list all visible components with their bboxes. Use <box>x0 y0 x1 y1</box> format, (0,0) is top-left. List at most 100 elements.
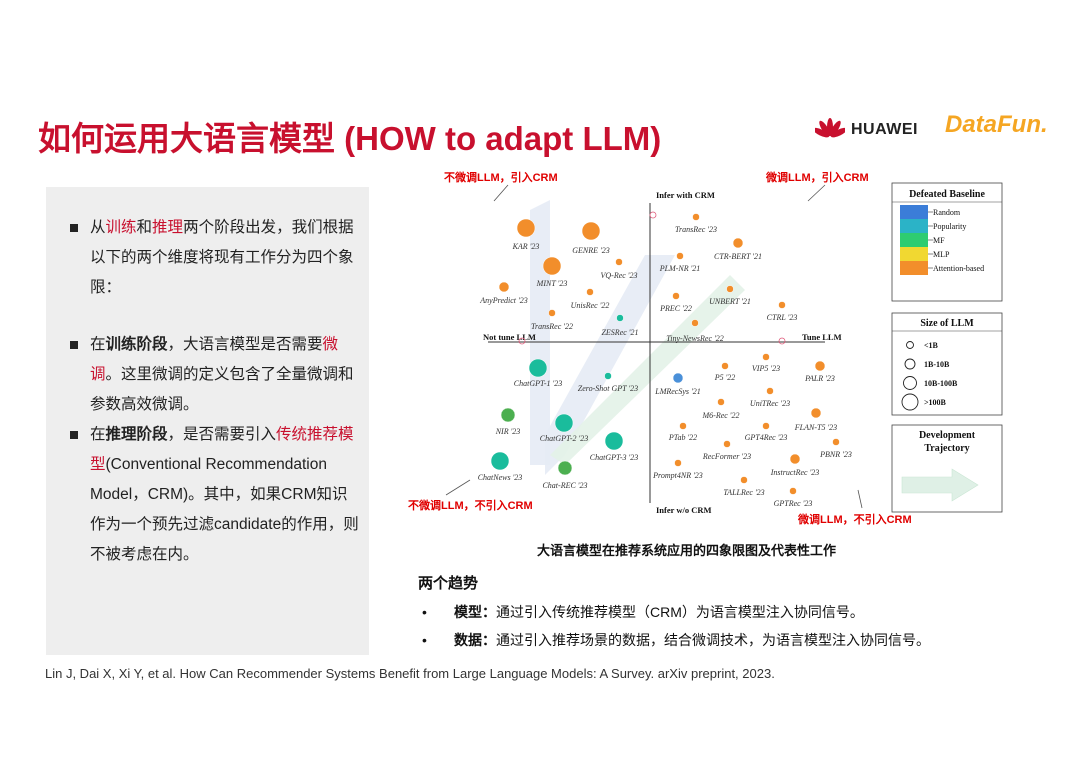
model-point <box>604 372 612 380</box>
model-point <box>557 460 573 476</box>
left-text-panel: 从训练和推理两个阶段出发，我们根据以下的两个维度将现有工作分为四个象限： 在训练… <box>46 187 369 655</box>
trajectory-arrow-up <box>545 255 675 475</box>
legend-size-label: 10B-100B <box>924 379 958 388</box>
model-label: TransRec '23 <box>675 225 717 234</box>
legend-color-swatch <box>900 205 928 219</box>
axis-label-right: Tune LLM <box>802 332 842 342</box>
bullet-icon: • <box>422 604 427 620</box>
model-point <box>762 353 770 361</box>
model-label: MINT '23 <box>536 279 568 288</box>
legend-size-label: 1B-10B <box>924 360 950 369</box>
huawei-flower-icon <box>815 118 845 138</box>
model-label: PREC '22 <box>659 304 692 313</box>
model-label: GENRE '23 <box>572 246 609 255</box>
leader-line-bl <box>445 479 471 496</box>
model-label: KAR '23 <box>512 242 540 251</box>
model-point <box>672 372 684 384</box>
model-label: ChatNews '23 <box>478 473 523 482</box>
model-label: ChatGPT-1 '23 <box>514 379 562 388</box>
model-point <box>717 398 725 406</box>
model-point <box>498 281 510 293</box>
legend-color-swatch <box>900 219 928 233</box>
legend-development-trajectory: Development Trajectory <box>891 424 1003 513</box>
model-point <box>789 487 797 495</box>
model-label: M6-Rec '22 <box>701 411 739 420</box>
p3-text-c: ，是否需要引入 <box>167 426 277 443</box>
p1-text-a: 从 <box>90 219 106 236</box>
p2-text-a: 在 <box>90 336 106 353</box>
axis-label-top: Infer with CRM <box>656 190 715 200</box>
huawei-logo-text: HUAWEI <box>851 121 918 138</box>
model-point <box>789 453 801 465</box>
paragraph-stages: 从训练和推理两个阶段出发，我们根据以下的两个维度将现有工作分为四个象限： <box>70 213 360 303</box>
quadrant-label-bottom-left: 不微调LLM，不引入CRM <box>408 498 533 512</box>
p1-text-e: 两个阶段出发，我们根据以下的两个维度将现有工作分为四个象限： <box>90 219 354 296</box>
leader-line-br <box>857 489 863 509</box>
model-label: TransRec '22 <box>531 322 573 331</box>
model-label: PLM-NR '21 <box>659 264 701 273</box>
trend-label: 数据： <box>454 632 496 648</box>
page-title: 如何运用大语言模型 (HOW to adapt LLM) <box>38 120 662 157</box>
model-label: VQ-Rec '23 <box>600 271 637 280</box>
legend-size-circle <box>904 358 916 370</box>
model-point <box>516 218 536 238</box>
model-point <box>616 314 624 322</box>
legend-baseline-label: MLP <box>933 250 950 259</box>
square-bullet-icon <box>70 224 78 232</box>
model-point <box>726 285 734 293</box>
legend-baseline-label: Popularity <box>933 222 966 231</box>
datafun-logo: DataFun. <box>945 111 1048 138</box>
model-label: AnyPredict '23 <box>479 296 527 305</box>
quadrant-diagram: Infer with CRM Infer w/o CRM Not tune LL… <box>408 170 1003 526</box>
paragraph-inference: 在推理阶段，是否需要引入传统推荐模型(Conventional Recommen… <box>70 420 360 570</box>
model-label: FLAN-T5 '23 <box>794 423 837 432</box>
model-points: KAR '23 GENRE '23 MINT '23 VQ-Rec '23 AnyPre… <box>478 213 852 508</box>
model-point <box>740 476 748 484</box>
legend-size-label: <1B <box>924 341 939 350</box>
legend-color-swatch <box>900 247 928 261</box>
citation: Lin J, Dai X, Xi Y, et al. How Can Recom… <box>45 666 775 681</box>
legend-color-swatch <box>900 233 928 247</box>
bullet-icon: • <box>422 632 427 648</box>
axis-label-bottom: Infer w/o CRM <box>656 505 712 515</box>
legend-defeated-baseline: Defeated Baseline Random Popularity MF MLP A… <box>891 182 1003 302</box>
p3-bold-inference: 推理阶段 <box>105 426 168 443</box>
trends-title: 两个趋势 <box>418 575 479 592</box>
trajectory-arrow-icon <box>901 468 979 502</box>
legend-color-swatch <box>900 261 928 275</box>
square-bullet-icon <box>70 341 78 349</box>
model-point <box>676 252 684 260</box>
model-point <box>674 459 682 467</box>
model-point <box>672 292 680 300</box>
trend-text: 通过引入推荐场景的数据，结合微调技术，为语言模型注入协同信号。 <box>496 632 930 648</box>
model-point <box>814 360 826 372</box>
model-label: P5 '22 <box>714 373 736 382</box>
leader-line-tl <box>493 184 509 202</box>
model-label: PBNR '23 <box>819 450 852 459</box>
model-point <box>500 407 516 423</box>
leader-line-tr <box>807 184 826 202</box>
model-point <box>810 407 822 419</box>
axis-marker-top <box>649 211 657 219</box>
trend-item-data: • 数据：通过引入推荐场景的数据，结合微调技术，为语言模型注入协同信号。 <box>422 630 930 650</box>
legend-trajectory-title: Development Trajectory <box>919 430 976 454</box>
model-label: UniTRec '23 <box>750 399 790 408</box>
model-point <box>490 451 510 471</box>
model-label: ChatGPT-2 '23 <box>540 434 588 443</box>
model-point <box>581 221 601 241</box>
model-point <box>721 362 729 370</box>
legend-size-label: >100B <box>924 398 947 407</box>
model-label: VIP5 '23 <box>752 364 780 373</box>
legend-baseline-label: Attention-based <box>933 264 984 273</box>
legend-size-circle <box>903 376 917 390</box>
model-point <box>586 288 594 296</box>
quadrant-label-top-right: 微调LLM，引入CRM <box>765 170 869 184</box>
model-point <box>615 258 623 266</box>
model-point <box>542 256 562 276</box>
model-point <box>604 431 624 451</box>
model-label: TALLRec '23 <box>723 488 764 497</box>
legend-baseline-title: Defeated Baseline <box>909 189 985 200</box>
model-label: LMRecSys '21 <box>654 387 700 396</box>
axis-label-left: Not tune LLM <box>483 332 536 342</box>
p2-text-c: ，大语言模型是否需要 <box>167 336 323 353</box>
